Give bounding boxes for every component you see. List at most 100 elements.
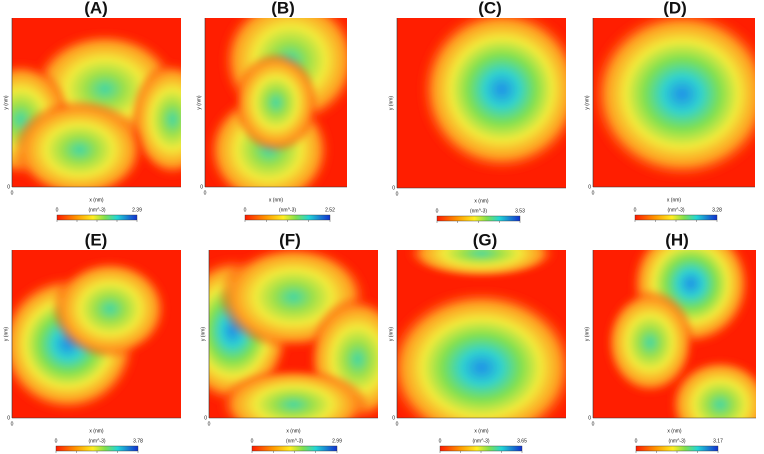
y-axis-label: y (nm) (3, 95, 9, 110)
panel: (F)00x (nm)y (nm)0 (nm^-3) 2.99 (200, 230, 378, 453)
panel-label: (H) (665, 230, 689, 249)
y-origin: 0 (588, 184, 591, 190)
density-blob (593, 18, 755, 182)
density-blob (397, 286, 566, 418)
y-origin: 0 (392, 415, 395, 421)
colorbar-min: 0 (244, 207, 247, 213)
x-origin: 0 (11, 421, 14, 427)
blobs (397, 250, 566, 418)
density-blob (50, 258, 170, 360)
x-axis-label: x (nm) (286, 428, 301, 434)
density-map (12, 18, 181, 187)
panel-label: (B) (271, 0, 295, 17)
blobs (604, 250, 756, 418)
y-origin: 0 (7, 184, 10, 190)
x-origin: 0 (592, 190, 595, 196)
colorbar-unit: (nm^-3) (88, 207, 105, 213)
density-blob (417, 18, 566, 175)
y-origin: 0 (7, 415, 10, 421)
x-origin: 0 (396, 191, 399, 197)
x-axis-label: x (nm) (667, 428, 682, 434)
density-map (593, 18, 755, 187)
y-axis-label: y (nm) (196, 95, 202, 110)
x-axis-label: x (nm) (474, 198, 489, 204)
x-axis-label: x (nm) (269, 197, 284, 203)
blobs (417, 18, 566, 175)
x-origin: 0 (208, 421, 211, 427)
colorbar (251, 445, 338, 452)
x-axis-label: x (nm) (89, 197, 104, 203)
colorbar-unit: (nm^-3) (279, 207, 296, 213)
panel: (G)00x (nm)y (nm)0 (nm^-3) 3.65 (388, 230, 566, 453)
colorbar-max: 3.78 (133, 438, 143, 444)
y-axis-label: y (nm) (388, 96, 394, 111)
colorbar-unit: (nm^-3) (667, 207, 684, 213)
density-map (209, 250, 378, 418)
y-origin: 0 (392, 185, 395, 191)
colorbar (436, 215, 521, 222)
panel-label: (F) (279, 230, 301, 249)
y-origin: 0 (588, 415, 591, 421)
x-origin: 0 (592, 421, 595, 427)
x-origin: 0 (396, 421, 399, 427)
colorbar-max: 2.39 (132, 207, 142, 213)
colorbar-max: 2.52 (325, 207, 335, 213)
density-blob (233, 51, 319, 154)
colorbar (439, 445, 523, 452)
blobs (209, 250, 378, 418)
density-blob (217, 367, 370, 418)
density-map (205, 18, 347, 187)
y-origin: 0 (200, 184, 203, 190)
colorbar (634, 214, 718, 221)
x-axis-label: x (nm) (474, 428, 489, 434)
x-axis-label: x (nm) (89, 428, 104, 434)
y-axis-label: y (nm) (584, 95, 590, 110)
colorbar (55, 445, 139, 452)
panel-label: (D) (663, 0, 687, 17)
colorbar-max: 2.99 (332, 438, 342, 444)
density-blob (405, 250, 558, 279)
y-axis-label: y (nm) (3, 327, 9, 342)
colorbar-max: 3.28 (712, 207, 722, 213)
panel-label: (C) (478, 0, 502, 17)
colorbar-min: 0 (55, 438, 58, 444)
density-map (397, 250, 566, 418)
density-map (593, 250, 756, 418)
density-map (397, 18, 566, 188)
panel: (D)00x (nm)y (nm)0 (nm^-3) 3.28 (584, 0, 755, 222)
colorbar (56, 214, 138, 221)
colorbar (244, 214, 331, 221)
panel-label: (G) (473, 230, 498, 249)
colorbar-min: 0 (635, 438, 638, 444)
x-origin: 0 (204, 190, 207, 196)
colorbar-min: 0 (436, 208, 439, 214)
colorbar-max: 3.53 (515, 208, 525, 214)
y-axis-label: y (nm) (584, 327, 590, 342)
colorbar-unit: (nm^-3) (472, 438, 489, 444)
panel: (H)00x (nm)y (nm)0 (nm^-3) 3.17 (584, 230, 756, 453)
colorbar-unit: (nm^-3) (88, 438, 105, 444)
blobs (593, 18, 755, 182)
colorbar-unit: (nm^-3) (470, 208, 487, 214)
density-blob (12, 99, 148, 187)
x-origin: 0 (11, 190, 14, 196)
colorbar-unit: (nm^-3) (668, 438, 685, 444)
colorbar-min: 0 (634, 207, 637, 213)
colorbar-max: 3.65 (517, 438, 527, 444)
colorbar-min: 0 (251, 438, 254, 444)
panel: (C)00x (nm)y (nm)0 (nm^-3) 3.53 (388, 0, 566, 223)
y-axis-label: y (nm) (388, 327, 394, 342)
blobs (12, 258, 170, 415)
panel-label: (E) (85, 230, 108, 249)
colorbar-max: 3.17 (713, 438, 723, 444)
blobs (205, 18, 347, 187)
panel-label: (A) (84, 0, 108, 17)
y-axis-label: y (nm) (200, 327, 206, 342)
panel: (E)00x (nm)y (nm)0 (nm^-3) 3.78 (3, 230, 181, 453)
colorbar (635, 445, 719, 452)
panel: (B)00x (nm)y (nm)0 (nm^-3) 2.52 (196, 0, 347, 222)
colorbar-min: 0 (439, 438, 442, 444)
blobs (12, 29, 181, 187)
density-blob (604, 288, 696, 397)
